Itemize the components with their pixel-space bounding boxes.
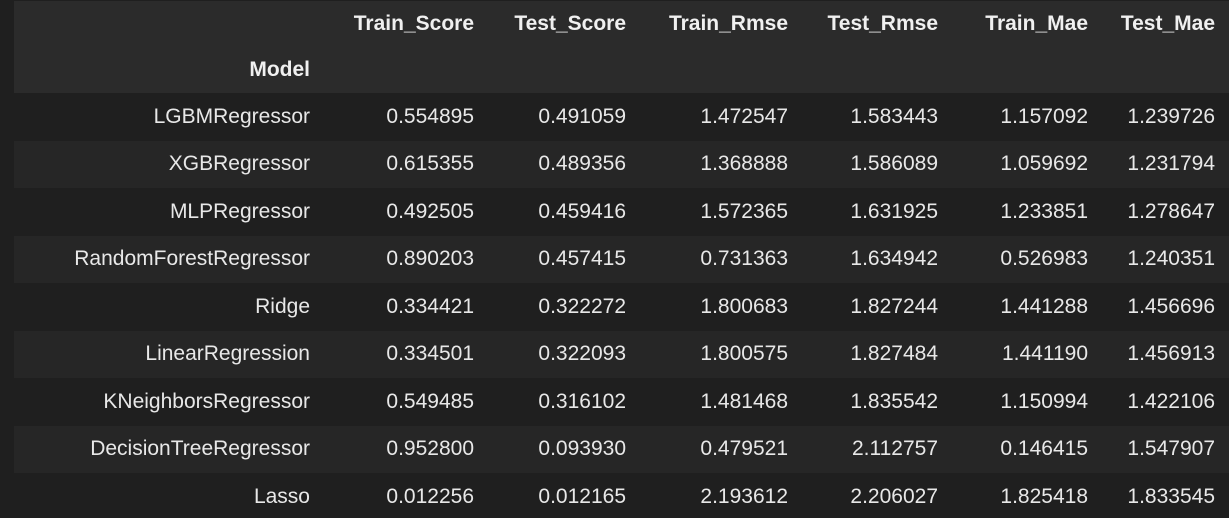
table-row: RandomForestRegressor 0.890203 0.457415 …	[14, 235, 1229, 283]
table-row: LinearRegression 0.334501 0.322093 1.800…	[14, 330, 1229, 378]
model-comparison-table: Train_Score Test_Score Train_Rmse Test_R…	[14, 1, 1229, 518]
value-cell: 0.459416	[538, 199, 626, 223]
column-header: Train_Rmse	[668, 12, 788, 35]
value-cell: 1.583443	[850, 104, 938, 128]
value-cell: 0.322093	[538, 342, 626, 366]
value-cell: 1.481468	[700, 389, 788, 413]
value-cell: 1.827244	[850, 294, 938, 318]
table-row: Ridge 0.334421 0.322272 1.800683 1.82724…	[14, 283, 1229, 331]
value-cell: 1.059692	[1000, 152, 1088, 176]
table-body: LGBMRegressor 0.554895 0.491059 1.472547…	[14, 93, 1229, 518]
table-row: DecisionTreeRegressor 0.952800 0.093930 …	[14, 425, 1229, 473]
value-cell: 1.825418	[1000, 484, 1088, 508]
column-header: Train_Score	[353, 12, 474, 35]
value-cell: 1.157092	[1000, 104, 1088, 128]
value-cell: 0.316102	[538, 389, 626, 413]
index-name-row: Model	[14, 47, 1229, 93]
model-name-cell: KNeighborsRegressor	[103, 389, 310, 413]
column-header: Test_Score	[514, 12, 626, 35]
value-cell: 1.547907	[1127, 437, 1215, 461]
table-row: KNeighborsRegressor 0.549485 0.316102 1.…	[14, 378, 1229, 426]
column-header: Test_Mae	[1120, 12, 1215, 35]
value-cell: 1.456913	[1127, 342, 1215, 366]
value-cell: 0.554895	[386, 104, 474, 128]
table-row: XGBRegressor 0.615355 0.489356 1.368888 …	[14, 140, 1229, 188]
value-cell: 0.012256	[386, 484, 474, 508]
value-cell: 0.491059	[538, 104, 626, 128]
value-cell: 0.549485	[386, 389, 474, 413]
value-cell: 1.150994	[1000, 389, 1088, 413]
model-name-cell: RandomForestRegressor	[74, 247, 310, 271]
value-cell: 0.146415	[1000, 437, 1088, 461]
value-cell: 1.278647	[1127, 199, 1215, 223]
value-cell: 1.239726	[1127, 104, 1215, 128]
model-name-cell: LGBMRegressor	[153, 104, 310, 128]
value-cell: 1.835542	[850, 389, 938, 413]
value-cell: 1.240351	[1127, 247, 1215, 271]
table-row: MLPRegressor 0.492505 0.459416 1.572365 …	[14, 188, 1229, 236]
table-row: Lasso 0.012256 0.012165 2.193612 2.20602…	[14, 473, 1229, 518]
value-cell: 0.012165	[538, 484, 626, 508]
model-name-cell: MLPRegressor	[169, 199, 310, 223]
value-cell: 0.457415	[538, 247, 626, 271]
value-cell: 1.441288	[1000, 294, 1088, 318]
value-cell: 0.731363	[700, 247, 788, 271]
model-name-cell: LinearRegression	[145, 342, 310, 366]
value-cell: 0.479521	[700, 437, 788, 461]
value-cell: 0.334501	[386, 342, 474, 366]
column-header: Train_Mae	[985, 12, 1088, 35]
value-cell: 1.634942	[850, 247, 938, 271]
value-cell: 1.631925	[850, 199, 938, 223]
value-cell: 0.952800	[386, 437, 474, 461]
value-cell: 1.586089	[850, 152, 938, 176]
value-cell: 1.441190	[1001, 342, 1088, 366]
index-name-header: Model	[249, 58, 310, 81]
value-cell: 0.322272	[538, 294, 626, 318]
value-cell: 2.193612	[700, 484, 788, 508]
value-cell: 1.472547	[700, 104, 788, 128]
table-header: Train_Score Test_Score Train_Rmse Test_R…	[14, 1, 1229, 93]
value-cell: 0.615355	[386, 152, 474, 176]
value-cell: 1.368888	[700, 152, 788, 176]
value-cell: 1.827484	[850, 342, 938, 366]
value-cell: 2.112757	[851, 437, 938, 461]
model-name-cell: DecisionTreeRegressor	[90, 437, 310, 461]
value-cell: 0.890203	[386, 247, 474, 271]
value-cell: 0.334421	[386, 294, 474, 318]
column-header: Test_Rmse	[827, 12, 939, 35]
value-cell: 1.800683	[700, 294, 788, 318]
blank-header-cell	[14, 1, 310, 47]
table-row: LGBMRegressor 0.554895 0.491059 1.472547…	[14, 93, 1229, 141]
value-cell: 1.456696	[1127, 294, 1215, 318]
model-name-cell: XGBRegressor	[168, 152, 310, 176]
model-name-cell: Lasso	[253, 484, 310, 508]
column-header-row: Train_Score Test_Score Train_Rmse Test_R…	[14, 1, 1229, 47]
value-cell: 1.422106	[1127, 389, 1215, 413]
value-cell: 1.800575	[700, 342, 788, 366]
value-cell: 2.206027	[850, 484, 938, 508]
value-cell: 0.489356	[538, 152, 626, 176]
value-cell: 0.526983	[1000, 247, 1088, 271]
value-cell: 0.492505	[386, 199, 474, 223]
model-name-cell: Ridge	[255, 294, 310, 318]
value-cell: 1.833545	[1127, 484, 1215, 508]
value-cell: 1.572365	[700, 199, 788, 223]
value-cell: 0.093930	[538, 437, 626, 461]
value-cell: 1.233851	[1000, 199, 1088, 223]
value-cell: 1.231794	[1127, 152, 1215, 176]
